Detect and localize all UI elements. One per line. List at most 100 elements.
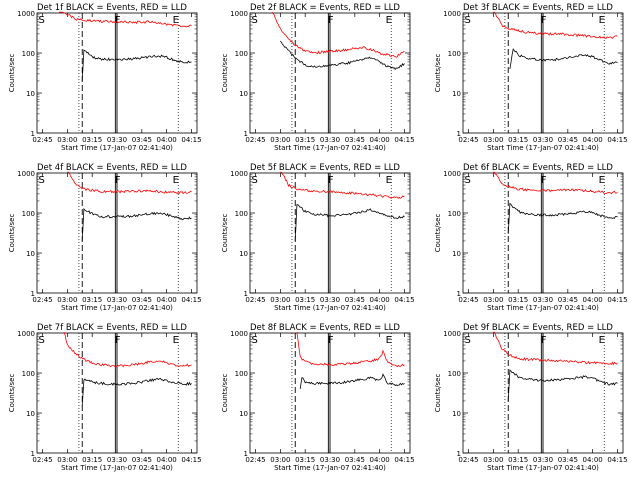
x-tick-label: 04:15 bbox=[607, 136, 627, 144]
x-tick-label: 04:00 bbox=[370, 296, 390, 304]
panel-title: Det 1f BLACK = Events, RED = LLD bbox=[37, 3, 187, 13]
marker-letter-e: E bbox=[599, 175, 605, 186]
marker-letter-f: F bbox=[541, 15, 547, 26]
lld-rate-line bbox=[280, 171, 405, 199]
marker-letter-f: F bbox=[541, 335, 547, 346]
y-tick-label: 1000 bbox=[443, 10, 461, 18]
x-tick-label: 03:00 bbox=[270, 456, 290, 464]
events-rate-line bbox=[507, 369, 618, 402]
marker-letter-f: F bbox=[115, 335, 121, 346]
x-tick-label: 04:00 bbox=[157, 136, 177, 144]
marker-letter-e: E bbox=[386, 335, 392, 346]
x-tick-label: 03:45 bbox=[132, 136, 152, 144]
y-tick-label: 10 bbox=[452, 90, 461, 98]
marker-letter-f: F bbox=[115, 175, 121, 186]
y-tick-label: 1 bbox=[31, 130, 35, 138]
y-tick-label: 1 bbox=[457, 130, 461, 138]
x-tick-label: 04:15 bbox=[394, 136, 414, 144]
marker-letter-e: E bbox=[173, 175, 179, 186]
x-tick-label: 03:30 bbox=[107, 136, 127, 144]
x-tick-label: 02:45 bbox=[32, 456, 52, 464]
y-tick-label: 1000 bbox=[443, 330, 461, 338]
marker-letter-e: E bbox=[386, 15, 392, 26]
x-tick-label: 03:30 bbox=[107, 296, 127, 304]
lld-rate-line bbox=[63, 332, 192, 368]
y-axis-label: Counts/sec bbox=[221, 214, 229, 253]
y-axis-label: Counts/sec bbox=[434, 54, 442, 93]
x-tick-label: 03:30 bbox=[533, 296, 553, 304]
y-tick-label: 1 bbox=[244, 290, 248, 298]
panel-title: Det 7f BLACK = Events, RED = LLD bbox=[37, 323, 187, 333]
x-tick-label: 02:45 bbox=[245, 456, 265, 464]
panel-title: Det 2f BLACK = Events, RED = LLD bbox=[250, 3, 400, 13]
panel-title: Det 5f BLACK = Events, RED = LLD bbox=[250, 163, 400, 173]
x-tick-label: 03:45 bbox=[132, 456, 152, 464]
x-tick-label: 04:00 bbox=[583, 296, 603, 304]
lld-rate-line bbox=[271, 11, 405, 58]
x-tick-label: 03:45 bbox=[132, 296, 152, 304]
y-tick-label: 100 bbox=[448, 50, 461, 58]
marker-letter-f: F bbox=[541, 175, 547, 186]
x-tick-label: 03:15 bbox=[295, 296, 315, 304]
y-tick-label: 10 bbox=[26, 90, 35, 98]
y-tick-label: 100 bbox=[448, 210, 461, 218]
x-tick-label: 04:00 bbox=[370, 456, 390, 464]
y-axis-label: Counts/sec bbox=[8, 374, 16, 413]
events-rate-line bbox=[81, 377, 192, 407]
marker-letter-e: E bbox=[599, 15, 605, 26]
detector-panel-3: Det 3f BLACK = Events, RED = LLD 1 10 100 10… bbox=[434, 3, 628, 152]
events-rate-line bbox=[509, 48, 618, 69]
marker-letter-f: F bbox=[328, 335, 334, 346]
x-tick-label: 03:15 bbox=[295, 456, 315, 464]
y-tick-label: 10 bbox=[452, 410, 461, 418]
y-tick-label: 1000 bbox=[230, 330, 248, 338]
x-tick-label: 04:15 bbox=[394, 456, 414, 464]
y-tick-label: 1 bbox=[31, 450, 35, 458]
detector-panel-5: Det 5f BLACK = Events, RED = LLD 1 10 100 10… bbox=[221, 163, 415, 312]
marker-letter-f: F bbox=[115, 15, 121, 26]
x-axis-label: Start Time (17-Jan-07 02:41:40) bbox=[487, 304, 599, 312]
x-tick-label: 04:00 bbox=[157, 456, 177, 464]
y-tick-label: 1 bbox=[244, 130, 248, 138]
marker-letter-s: S bbox=[252, 175, 258, 186]
y-tick-label: 100 bbox=[22, 370, 35, 378]
x-axis-label: Start Time (17-Jan-07 02:41:40) bbox=[274, 464, 386, 472]
marker-letter-e: E bbox=[599, 335, 605, 346]
x-axis-label: Start Time (17-Jan-07 02:41:40) bbox=[274, 144, 386, 152]
x-tick-label: 04:00 bbox=[157, 296, 177, 304]
x-tick-label: 03:30 bbox=[320, 296, 340, 304]
y-tick-label: 1000 bbox=[230, 10, 248, 18]
marker-letter-e: E bbox=[173, 335, 179, 346]
x-tick-label: 04:15 bbox=[181, 296, 201, 304]
lld-rate-line bbox=[67, 171, 192, 195]
detector-panel-4: Det 4f BLACK = Events, RED = LLD 1 10 100 10… bbox=[8, 163, 202, 312]
x-tick-label: 04:00 bbox=[583, 136, 603, 144]
y-tick-label: 1000 bbox=[17, 170, 35, 178]
y-tick-label: 1000 bbox=[17, 330, 35, 338]
marker-letter-s: S bbox=[39, 175, 45, 186]
lld-rate-line bbox=[493, 171, 618, 195]
x-tick-label: 03:45 bbox=[558, 296, 578, 304]
x-tick-label: 02:45 bbox=[32, 136, 52, 144]
x-tick-label: 02:45 bbox=[458, 456, 478, 464]
y-axis-label: Counts/sec bbox=[8, 214, 16, 253]
x-tick-label: 03:45 bbox=[558, 136, 578, 144]
y-tick-label: 100 bbox=[22, 210, 35, 218]
x-tick-label: 04:00 bbox=[583, 456, 603, 464]
y-axis-label: Counts/sec bbox=[434, 214, 442, 253]
x-tick-label: 03:00 bbox=[270, 136, 290, 144]
x-tick-label: 03:45 bbox=[345, 296, 365, 304]
events-rate-line bbox=[81, 49, 192, 82]
detector-panel-7: Det 7f BLACK = Events, RED = LLD 1 10 100 10… bbox=[8, 323, 202, 472]
x-tick-label: 03:00 bbox=[270, 296, 290, 304]
x-tick-label: 03:30 bbox=[533, 456, 553, 464]
lld-rate-line bbox=[59, 11, 192, 28]
marker-letter-s: S bbox=[39, 335, 45, 346]
x-tick-label: 03:15 bbox=[82, 456, 102, 464]
x-tick-label: 03:30 bbox=[533, 136, 553, 144]
x-tick-label: 03:15 bbox=[82, 136, 102, 144]
x-tick-label: 03:30 bbox=[320, 456, 340, 464]
x-tick-label: 02:45 bbox=[32, 296, 52, 304]
x-tick-label: 03:00 bbox=[57, 456, 77, 464]
